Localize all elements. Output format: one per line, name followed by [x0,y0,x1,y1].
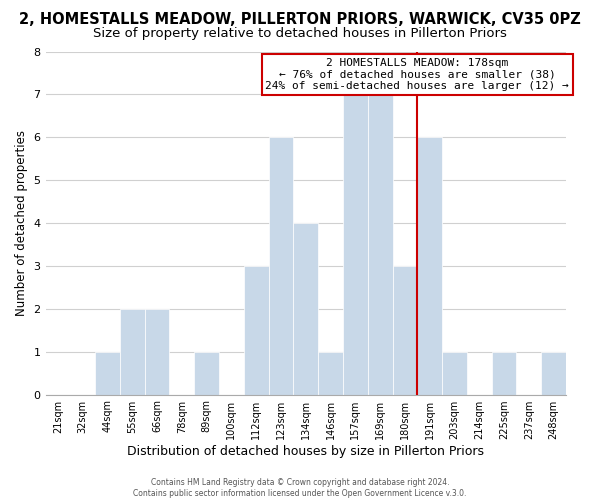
Bar [442,352,467,395]
Bar [368,94,392,395]
Bar [293,223,318,394]
Bar [541,352,566,395]
Bar [95,352,120,395]
Bar [145,309,169,394]
Y-axis label: Number of detached properties: Number of detached properties [15,130,28,316]
Bar [318,352,343,395]
Text: 2 HOMESTALLS MEADOW: 178sqm
← 76% of detached houses are smaller (38)
24% of sem: 2 HOMESTALLS MEADOW: 178sqm ← 76% of det… [265,58,569,91]
Text: Contains HM Land Registry data © Crown copyright and database right 2024.
Contai: Contains HM Land Registry data © Crown c… [133,478,467,498]
Bar [120,309,145,394]
X-axis label: Distribution of detached houses by size in Pillerton Priors: Distribution of detached houses by size … [127,444,484,458]
Bar [491,352,517,395]
Bar [417,138,442,394]
Bar [194,352,219,395]
Bar [343,94,368,395]
Bar [244,266,269,394]
Text: 2, HOMESTALLS MEADOW, PILLERTON PRIORS, WARWICK, CV35 0PZ: 2, HOMESTALLS MEADOW, PILLERTON PRIORS, … [19,12,581,28]
Bar [392,266,417,394]
Text: Size of property relative to detached houses in Pillerton Priors: Size of property relative to detached ho… [93,28,507,40]
Bar [269,138,293,394]
